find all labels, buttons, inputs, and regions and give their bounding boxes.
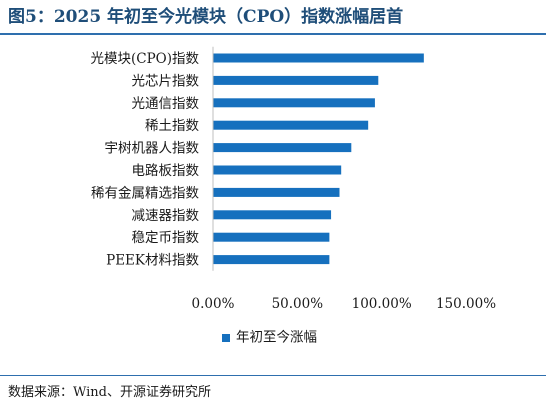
- x-tick-label-0: 0.00%: [192, 296, 235, 312]
- x-tick-labels: 0.00% 50.00% 100.00% 150.00%: [192, 296, 497, 312]
- source-note: 数据来源：Wind、开源证券研究所: [8, 385, 211, 400]
- bar-5: [213, 165, 342, 175]
- legend-swatch: [222, 333, 230, 342]
- x-tick-label-1: 50.00%: [272, 296, 324, 312]
- bar-2: [213, 98, 375, 108]
- bar-4: [213, 143, 352, 153]
- category-label-2: 光通信指数: [132, 96, 200, 112]
- category-label-3: 稀土指数: [145, 118, 199, 134]
- bar-0: [213, 53, 424, 63]
- bar-1: [213, 75, 379, 85]
- category-labels: 光模块(CPO)指数光芯片指数光通信指数稀土指数宇树机器人指数电路板指数稀有金属…: [90, 51, 199, 269]
- bar-6: [213, 187, 340, 197]
- x-tick-label-2: 100.00%: [352, 296, 412, 312]
- legend-label: 年初至今涨幅: [236, 329, 317, 346]
- chart-title: 图5：2025 年初至今光模块（CPO）指数涨幅居首: [8, 7, 404, 27]
- category-label-7: 减速器指数: [132, 208, 200, 224]
- bar-7: [213, 210, 332, 220]
- bar-8: [213, 232, 330, 242]
- bar-3: [213, 120, 369, 130]
- bar-chart: 光模块(CPO)指数光芯片指数光通信指数稀土指数宇树机器人指数电路板指数稀有金属…: [90, 46, 497, 312]
- bars: [213, 53, 424, 265]
- title-divider: [0, 33, 546, 35]
- category-label-4: 宇树机器人指数: [105, 141, 200, 157]
- category-label-9: PEEK材料指数: [106, 253, 199, 269]
- bar-9: [213, 255, 330, 265]
- category-label-1: 光芯片指数: [132, 73, 200, 89]
- category-label-5: 电路板指数: [132, 163, 200, 179]
- category-label-6: 稀有金属精选指数: [91, 185, 199, 201]
- category-label-0: 光模块(CPO)指数: [90, 51, 199, 67]
- category-label-8: 稳定币指数: [132, 230, 200, 246]
- legend: 年初至今涨幅: [222, 328, 317, 346]
- x-tick-label-3: 150.00%: [436, 296, 496, 312]
- footer-divider: [0, 375, 546, 376]
